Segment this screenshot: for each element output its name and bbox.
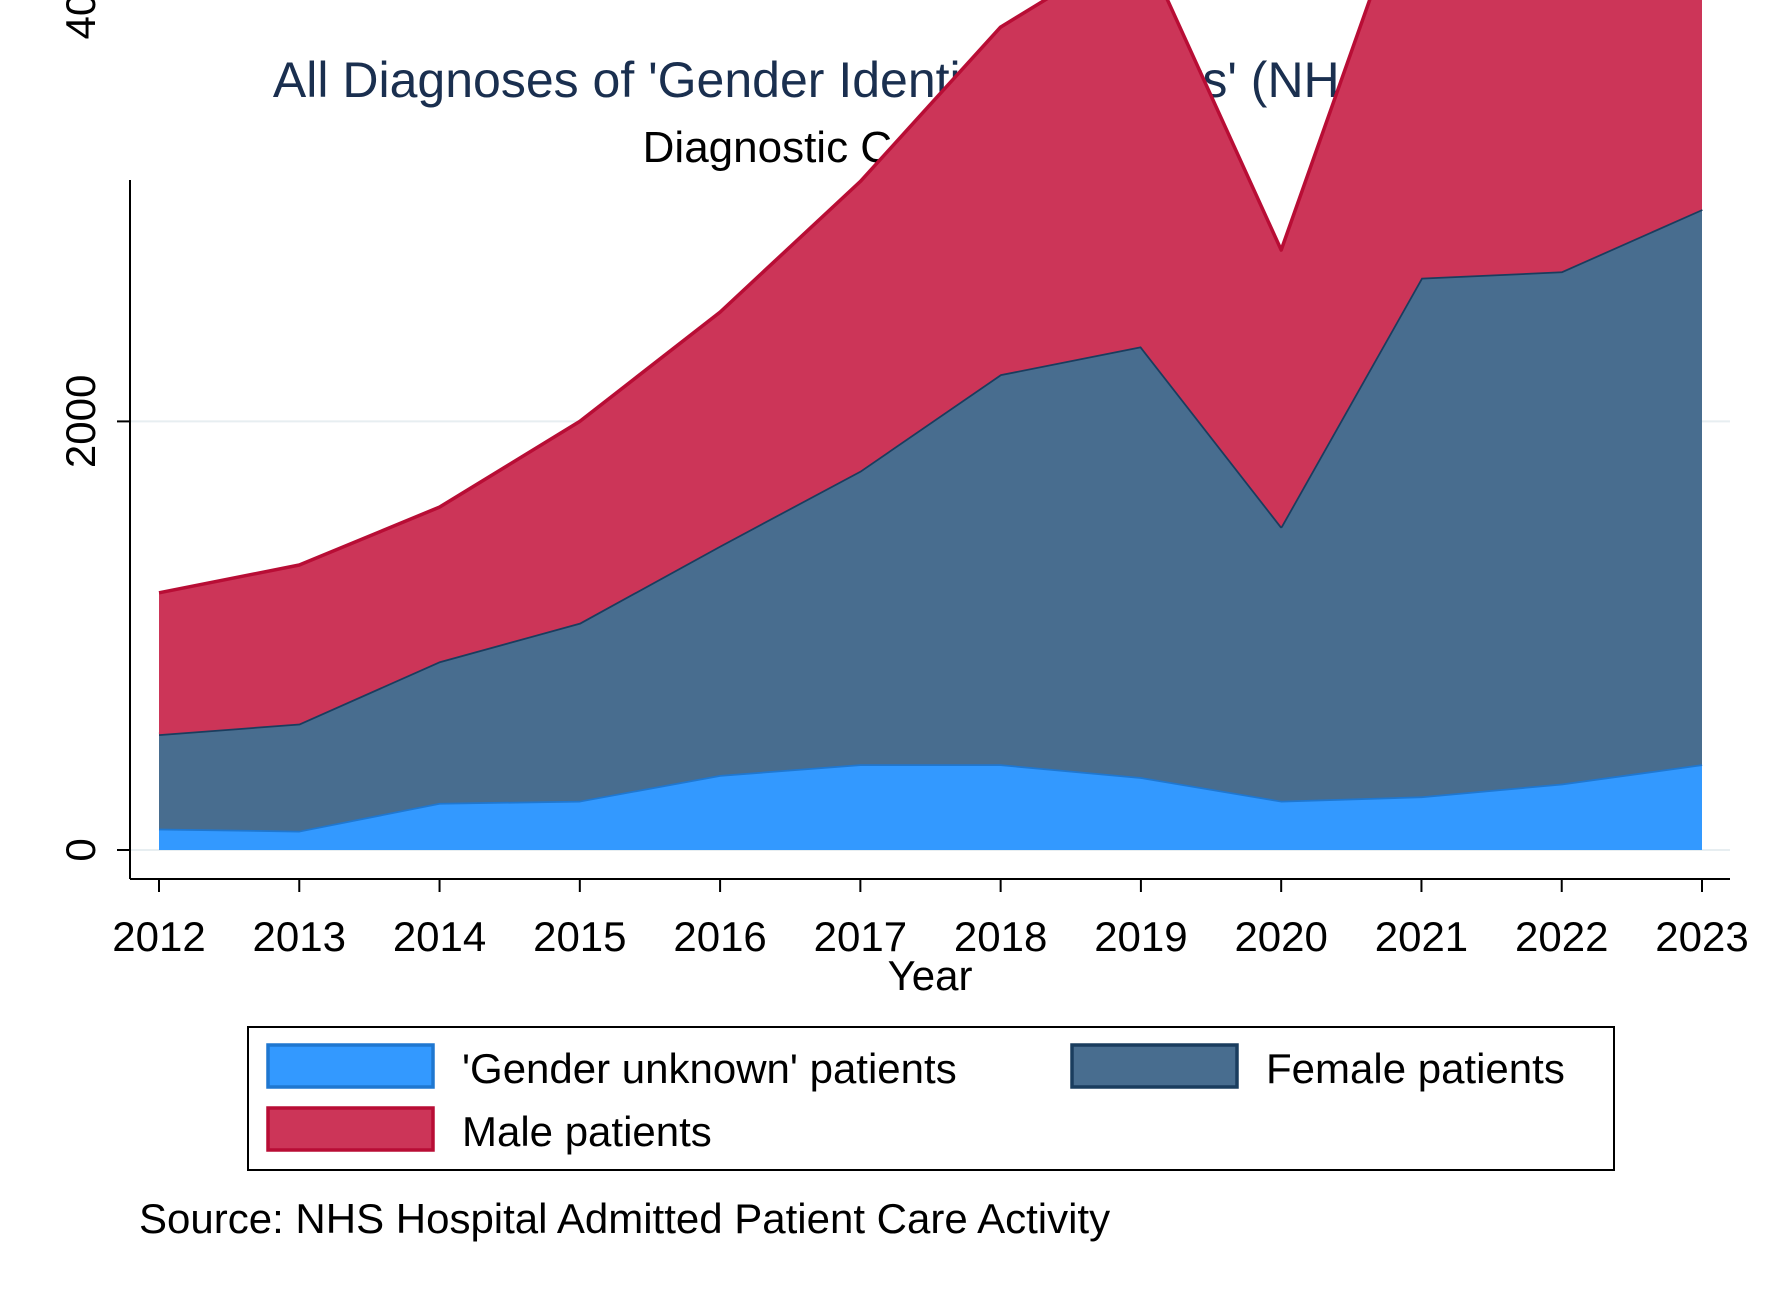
- legend-label-1: Female patients: [1266, 1045, 1565, 1092]
- area-edge-series-2: [158, 0, 1372, 595]
- x-tick-label-2018: 2018: [954, 913, 1047, 960]
- x-tick-label-2015: 2015: [533, 913, 626, 960]
- legend-swatch-1: [1070, 1043, 1239, 1089]
- x-tick-label-2019: 2019: [1094, 913, 1187, 960]
- y-tick-label-2000: 2000: [57, 375, 104, 468]
- legend: 'Gender unknown' patients Female patients…: [247, 1026, 1615, 1171]
- x-tick-label-2013: 2013: [253, 913, 346, 960]
- x-tick-label-2022: 2022: [1515, 913, 1608, 960]
- legend-frame: [247, 1026, 1615, 1171]
- x-tick-label-2020: 2020: [1234, 913, 1327, 960]
- area-series-1: [159, 209, 1702, 831]
- legend-swatch-2: [266, 1106, 435, 1152]
- x-tick-label-2017: 2017: [814, 913, 907, 960]
- x-tick-label-2016: 2016: [673, 913, 766, 960]
- legend-swatch-0: [266, 1043, 435, 1089]
- legend-label-0: 'Gender unknown' patients: [462, 1045, 957, 1092]
- x-tick-label-2021: 2021: [1375, 913, 1468, 960]
- axes: [129, 180, 1730, 880]
- source-note: Source: NHS Hospital Admitted Patient Ca…: [139, 1195, 1110, 1242]
- y-tick-label-0: 0: [57, 838, 104, 861]
- legend-label-2: Male patients: [462, 1108, 712, 1155]
- x-tick-label-2012: 2012: [112, 913, 205, 960]
- x-axis-label: Year: [888, 952, 973, 999]
- x-tick-label-2023: 2023: [1655, 913, 1748, 960]
- y-tick-label-4000: 4000: [57, 0, 104, 40]
- area-series-2: [159, 0, 1702, 735]
- stacked-areas: [158, 0, 1703, 850]
- area-series-0: [159, 764, 1702, 850]
- x-tick-label-2014: 2014: [393, 913, 486, 960]
- ticks: 2012 2013 2014 2015 2016 2017 2018 2019 2020 2021…: [57, 0, 1749, 960]
